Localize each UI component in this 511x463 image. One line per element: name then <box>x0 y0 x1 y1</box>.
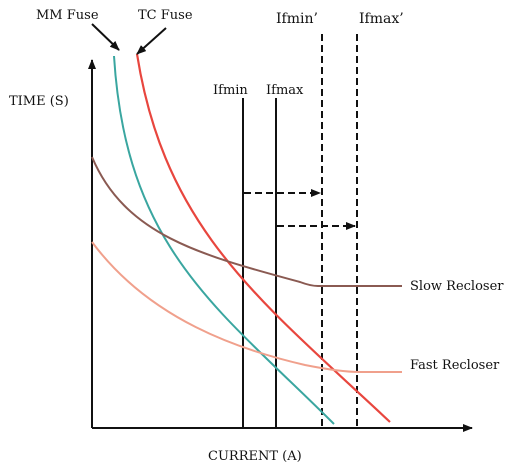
slow-recloser-curve <box>91 156 402 287</box>
ifmin-prime-label: Ifmin’ <box>276 11 318 27</box>
slow-recloser-label: Slow Recloser <box>410 279 504 294</box>
fast-recloser-label: Fast Recloser <box>410 358 500 373</box>
tc-fuse-label: TC Fuse <box>138 8 193 23</box>
x-axis-title: CURRENT (A) <box>208 449 302 463</box>
mm-fuse-label: MM Fuse <box>36 8 99 23</box>
tc-fuse-pointer <box>136 27 167 55</box>
tc-fuse-curve <box>135 53 391 423</box>
mm-fuse-pointer <box>91 23 120 51</box>
ifmax-prime-label: Ifmax’ <box>359 11 404 27</box>
ifmin-label: Ifmin <box>213 83 248 98</box>
y-axis-title: TIME (S) <box>9 94 69 109</box>
ifmax-label: Ifmax <box>266 83 304 98</box>
mm-fuse-curve <box>113 55 335 425</box>
fast-recloser-curve <box>91 241 402 373</box>
